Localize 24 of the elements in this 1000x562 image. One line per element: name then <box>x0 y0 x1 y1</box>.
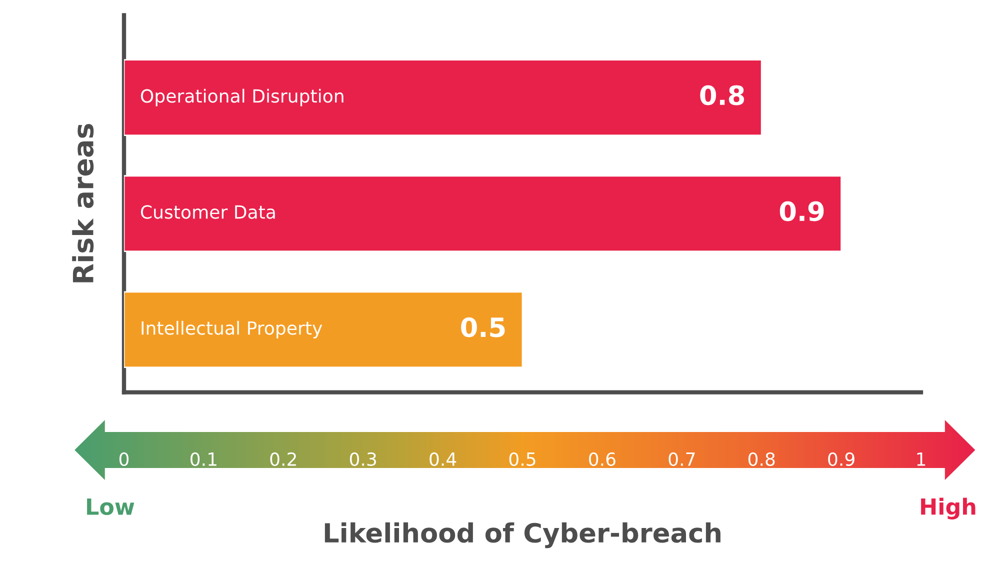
x-tick-label: 0.5 <box>509 452 536 466</box>
y-tick-label: Customer Data <box>140 205 275 219</box>
x-tick-label: 1 <box>917 452 926 466</box>
y-tick-label: Intellectual Property <box>142 320 322 338</box>
y-axis-title: Risk areas <box>72 124 94 282</box>
bar <box>124 59 762 136</box>
bar <box>124 291 524 368</box>
x-tick-label: 0.8 <box>748 452 775 466</box>
x-tick-label: 0.3 <box>350 452 376 466</box>
x-tick-label: 0.2 <box>270 452 296 466</box>
x-tick-label: 0.6 <box>589 452 616 466</box>
data-label: 0.5 <box>461 317 505 338</box>
data-label: 0.8 <box>700 85 744 106</box>
x-tick-label: 0 <box>119 452 129 466</box>
x-tick-label: 0.9 <box>828 452 854 466</box>
data-label: 0.9 <box>780 201 824 222</box>
x-tick-label: 0.7 <box>668 452 695 466</box>
text: Low <box>87 498 134 516</box>
bar <box>124 175 842 252</box>
y-tick-label: Operational Disruption <box>140 88 344 106</box>
x-tick-label: 0.1 <box>190 452 216 466</box>
x-axis-title: Likelihood of Cyber-breach <box>324 522 720 548</box>
text: High <box>921 498 976 520</box>
x-tick-label: 0.4 <box>430 452 456 466</box>
